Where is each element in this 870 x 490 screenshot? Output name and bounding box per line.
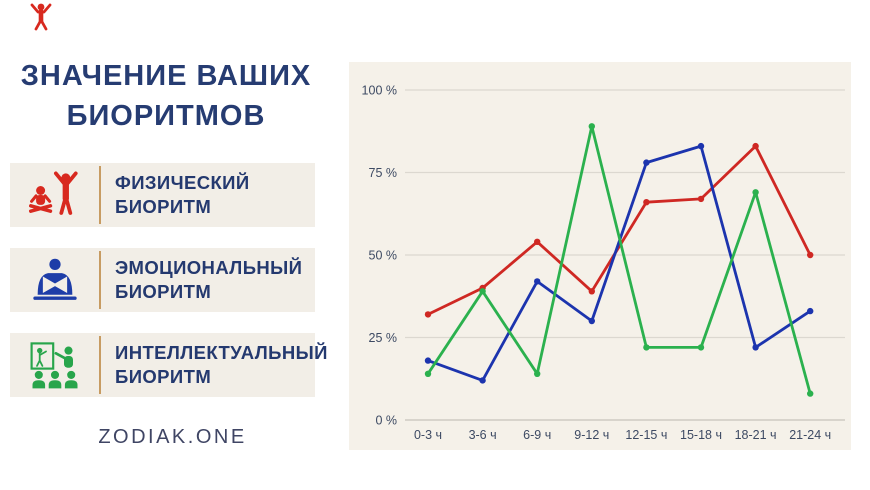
x-tick-label: 18-21 ч xyxy=(735,428,777,442)
legend-label-emotional: ЭМОЦИОНАЛЬНЫЙ БИОРИТМ xyxy=(115,257,303,302)
data-point-intellectual xyxy=(807,390,814,397)
data-point-intellectual xyxy=(588,123,595,130)
x-tick-label: 6-9 ч xyxy=(523,428,551,442)
data-point-physical xyxy=(424,311,432,318)
data-point-emotional xyxy=(479,377,486,384)
data-point-emotional xyxy=(697,142,705,150)
x-tick-label: 12-15 ч xyxy=(625,428,667,442)
x-tick-label: 15-18 ч xyxy=(680,428,722,442)
card-divider xyxy=(99,166,101,224)
data-point-physical xyxy=(534,238,541,245)
data-point-emotional xyxy=(424,357,432,364)
data-point-intellectual xyxy=(752,189,759,196)
data-point-emotional xyxy=(807,307,814,315)
data-point-emotional xyxy=(588,317,595,325)
page-title: ЗНАЧЕНИЕ ВАШИХ БИОРИТМОВ xyxy=(0,56,332,136)
y-tick-label: 100 % xyxy=(362,84,397,98)
card-divider xyxy=(99,336,101,394)
y-tick-label: 50 % xyxy=(369,249,398,263)
presenter-group-icon xyxy=(10,333,99,397)
title-line-2: БИОРИТМОВ xyxy=(66,100,266,132)
legend-label-intellectual: ИНТЕЛЛЕКТУАЛЬНЫЙ БИОРИТМ xyxy=(115,342,328,387)
reading-person-icon xyxy=(10,248,99,312)
data-point-intellectual xyxy=(697,344,705,351)
legend-card-intellectual: ИНТЕЛЛЕКТУАЛЬНЫЙ БИОРИТМ xyxy=(10,333,327,397)
data-point-emotional xyxy=(643,159,650,166)
x-tick-label: 21-24 ч xyxy=(789,428,831,442)
data-point-physical xyxy=(588,288,595,295)
data-point-intellectual xyxy=(479,288,486,295)
data-point-physical xyxy=(643,199,650,206)
data-point-intellectual xyxy=(534,370,541,377)
legend-card-emotional: ЭМОЦИОНАЛЬНЫЙ БИОРИТМ xyxy=(10,248,315,312)
data-point-emotional xyxy=(534,278,541,285)
chart-panel: 0 % 25 % 50 % 75 % 100 % 0-3 ч 3-6 ч 6-9 ч 9-12 … xyxy=(349,62,851,450)
x-tick-label: 3-6 ч xyxy=(469,428,497,442)
y-tick-label: 25 % xyxy=(369,331,398,345)
series-line-physical xyxy=(426,144,812,316)
brand-text: ZODIAK.ONE xyxy=(98,426,247,448)
data-point-physical xyxy=(807,251,814,259)
title-line-1: ЗНАЧЕНИЕ ВАШИХ xyxy=(20,60,312,92)
card-divider xyxy=(99,251,101,309)
data-point-physical xyxy=(752,142,759,150)
legend-label-physical: ФИЗИЧЕСКИЙ БИОРИТМ xyxy=(115,172,250,217)
series-line-emotional xyxy=(426,144,812,382)
legend-card-physical: ФИЗИЧЕСКИЙ БИОРИТМ xyxy=(10,163,315,227)
x-tick-label: 9-12 ч xyxy=(574,428,609,442)
data-point-intellectual xyxy=(643,344,650,351)
x-tick-label: 0-3 ч xyxy=(414,428,442,442)
data-point-intellectual xyxy=(424,370,432,377)
series-line-intellectual xyxy=(426,124,812,396)
y-tick-label: 0 % xyxy=(375,414,397,428)
data-point-emotional xyxy=(752,344,759,351)
biorhythm-chart: 0 % 25 % 50 % 75 % 100 % 0-3 ч 3-6 ч 6-9 ч 9-12 … xyxy=(362,84,845,442)
exercise-people-icon xyxy=(10,163,99,227)
data-point-physical xyxy=(697,195,705,203)
brand-mark-person-icon xyxy=(28,3,54,31)
y-tick-label: 75 % xyxy=(369,166,398,180)
